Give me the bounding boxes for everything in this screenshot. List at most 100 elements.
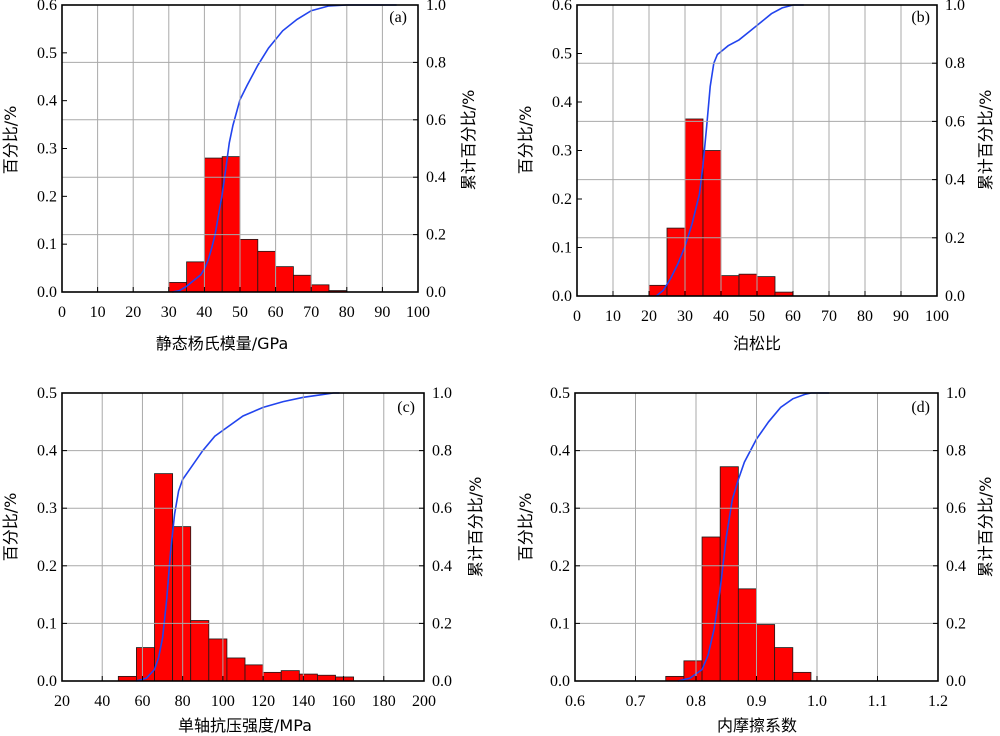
panel-d-cumulative-line bbox=[677, 392, 830, 682]
panel-c-y-tick-label-3: 0.3 bbox=[37, 500, 57, 517]
panel-c-y-tick-label-0: 0.0 bbox=[37, 673, 57, 690]
panel-a-x-tick-label-9: 90 bbox=[374, 304, 390, 321]
panel-c-bar-1 bbox=[136, 647, 155, 682]
panel-b-bars bbox=[648, 118, 794, 297]
panel-b-x-tick-labels: 0 10 20 30 40 50 60 70 80 90 100 bbox=[573, 308, 949, 325]
panel-a-y-tick-label-6: 0.6 bbox=[37, 0, 57, 14]
panel-b-bar-5 bbox=[738, 273, 758, 297]
panel-a-y-tick-label-0: 0.0 bbox=[37, 284, 57, 301]
panel-d-bars bbox=[665, 466, 812, 682]
panel-c-x-tick-label-6: 140 bbox=[291, 693, 315, 710]
panel-b-plot-frame bbox=[576, 4, 938, 297]
panel-a-plot-frame bbox=[61, 4, 419, 293]
panel-a-x-tick-label-10: 100 bbox=[406, 304, 430, 321]
panel-b-y-tick-label-3: 0.3 bbox=[552, 143, 572, 160]
panel-c-bars bbox=[117, 473, 355, 682]
panel-c-bar-7 bbox=[244, 664, 264, 682]
panel-d-x-tick-label-5: 1.1 bbox=[868, 693, 888, 710]
panel-b-x-tick-label-8: 80 bbox=[857, 308, 873, 325]
panel-c-bar-2 bbox=[154, 473, 174, 682]
panel-c-x-tick-labels: 20 40 60 80 100 120 140 160 180 200 bbox=[54, 693, 436, 710]
panel-b-y2-tick-labels: 0.0 0.2 0.4 0.6 0.8 1.0 bbox=[945, 0, 965, 305]
panel-d: 0.6 0.7 0.8 0.9 1.0 1.1 1.2 0.0 0.1 0.2 0.3 0.4 0.5… bbox=[516, 385, 995, 735]
panel-a-bar-2 bbox=[203, 157, 223, 293]
panel-a-y-tick-label-1: 0.1 bbox=[37, 236, 57, 253]
panel-b-y-tick-label-0: 0.0 bbox=[552, 288, 572, 305]
panel-c-bar-3 bbox=[172, 526, 192, 682]
panel-b-y-tick-label-2: 0.2 bbox=[552, 191, 572, 208]
panel-b: 0 10 20 30 40 50 60 70 80 90 100 0.00.10.20.30.40.… bbox=[516, 0, 995, 353]
panel-c-bar-9 bbox=[280, 670, 300, 682]
panel-d-y-tick-label-4: 0.4 bbox=[550, 443, 570, 460]
panel-c-y2-tick-label-4: 0.8 bbox=[432, 443, 452, 460]
panel-c-bar-8 bbox=[262, 671, 282, 682]
panel-a-y-tick-label-4: 0.4 bbox=[37, 93, 57, 110]
panel-a-x-tick-label-1: 10 bbox=[90, 304, 106, 321]
panel-d-x-tick-label-1: 0.7 bbox=[626, 693, 646, 710]
panel-a-y2-tick-labels: 0.0 0.2 0.4 0.6 0.8 1.0 bbox=[426, 0, 446, 301]
panel-c-y-tick-label-1: 0.1 bbox=[37, 615, 57, 632]
panel-a-y2-tick-label-1: 0.2 bbox=[426, 227, 446, 244]
panel-b-y2-tick-label-0: 0.0 bbox=[945, 288, 965, 305]
panel-b-label: (b) bbox=[911, 9, 930, 26]
panel-b-y2-tick-label-2: 0.4 bbox=[945, 172, 965, 189]
panel-c-y-tick-label-2: 0.2 bbox=[37, 558, 57, 575]
panel-c-x-tick-label-7: 160 bbox=[332, 693, 356, 710]
panel-c-y2-tick-label-0: 0.0 bbox=[432, 673, 452, 690]
panel-a-x-tick-label-3: 30 bbox=[161, 304, 177, 321]
panel-d-y-tick-label-5: 0.5 bbox=[550, 385, 570, 402]
panel-b-x-tick-label-9: 90 bbox=[893, 308, 909, 325]
panel-a-x-tick-label-0: 0 bbox=[58, 304, 66, 321]
panel-d-y2-tick-label-1: 0.2 bbox=[946, 615, 966, 632]
panel-a-x-tick-label-7: 70 bbox=[303, 304, 319, 321]
panel-c-x-tick-label-1: 40 bbox=[94, 693, 110, 710]
panel-d-bar-3 bbox=[719, 466, 739, 682]
panel-a-x-tick-label-2: 20 bbox=[125, 304, 141, 321]
panel-b-y-tick-label-5: 0.5 bbox=[552, 46, 572, 63]
panel-a-bar-8 bbox=[310, 284, 330, 293]
panel-d-x-tick-label-0: 0.6 bbox=[565, 693, 585, 710]
panel-b-y-tick-label-6: 0.6 bbox=[552, 0, 572, 14]
panel-c-bar-6 bbox=[226, 657, 246, 682]
panel-c-y-tick-label-4: 0.4 bbox=[37, 443, 57, 460]
panel-c-x-tick-label-3: 80 bbox=[175, 693, 191, 710]
panel-a-x-tick-label-6: 60 bbox=[268, 304, 284, 321]
panel-a-y2-tick-label-3: 0.6 bbox=[426, 112, 446, 129]
panel-d-bar-4 bbox=[737, 588, 757, 682]
panel-b-x-tick-label-10: 100 bbox=[925, 308, 949, 325]
panel-d-y-tick-label-3: 0.3 bbox=[550, 500, 570, 517]
panel-d-grid bbox=[575, 393, 938, 681]
panel-d-x-tick-label-2: 0.8 bbox=[686, 693, 706, 710]
panel-a: 0 10 20 30 40 50 60 70 80 90 100 0.00.10.20.30.40.… bbox=[1, 0, 478, 353]
panel-b-grid bbox=[577, 5, 937, 296]
panel-a-bar-5 bbox=[257, 250, 276, 293]
panel-c-label: (c) bbox=[397, 399, 415, 416]
panel-d-y2-axis-label: 累计百分比/% bbox=[976, 477, 995, 578]
panel-b-x-tick-label-1: 10 bbox=[605, 308, 621, 325]
panel-b-y-tick-label-4: 0.4 bbox=[552, 94, 572, 111]
panel-d-y2-tick-label-5: 1.0 bbox=[946, 385, 966, 402]
panel-a-x-tick-label-8: 80 bbox=[339, 304, 355, 321]
panel-b-y2-tick-label-1: 0.2 bbox=[945, 230, 965, 247]
panel-a-label: (a) bbox=[389, 9, 407, 26]
panel-a-y2-tick-label-2: 0.4 bbox=[426, 169, 446, 186]
panel-a-cumulative-line bbox=[172, 4, 397, 293]
panel-a-x-tick-labels: 0 10 20 30 40 50 60 70 80 90 100 bbox=[58, 304, 430, 321]
panel-c-y2-tick-label-3: 0.6 bbox=[432, 500, 452, 517]
panel-d-x-tick-labels: 0.6 0.7 0.8 0.9 1.0 1.1 1.2 bbox=[565, 693, 948, 710]
panel-c-x-axis-label: 单轴抗压强度/MPa bbox=[178, 716, 312, 735]
panel-a-x-axis-label: 静态杨氏模量/GPa bbox=[156, 334, 289, 353]
panel-a-y-tick-labels: 0.0 0.1 0.2 0.3 0.4 0.5 0.6 bbox=[37, 0, 57, 301]
panel-c-bar-11 bbox=[317, 674, 336, 682]
panel-b-y2-tick-label-3: 0.6 bbox=[945, 113, 965, 130]
panel-a-x-tick-label-4: 40 bbox=[196, 304, 212, 321]
panel-c-y2-tick-label-5: 1.0 bbox=[432, 385, 452, 402]
panel-b-bar-6 bbox=[756, 276, 776, 297]
panel-d-y2-tick-label-2: 0.4 bbox=[946, 558, 966, 575]
panel-c-grid bbox=[62, 393, 424, 681]
panel-b-y-tick-label-1: 0.1 bbox=[552, 240, 572, 257]
panel-b-x-tick-label-6: 60 bbox=[785, 308, 801, 325]
panel-b-y2-tick-label-5: 1.0 bbox=[945, 0, 965, 14]
panel-d-y-tick-labels: 0.0 0.1 0.2 0.3 0.4 0.5 bbox=[550, 385, 570, 690]
